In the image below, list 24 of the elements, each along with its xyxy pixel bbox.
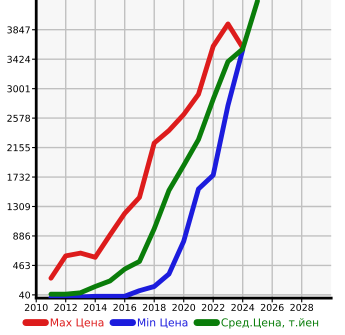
y-tick-label: 1732	[8, 174, 30, 181]
x-tick-label: 2024	[231, 304, 254, 312]
legend-label: Max Цена	[50, 318, 104, 328]
y-tick-label: 3847	[7, 26, 30, 34]
x-tick-label: 2014	[84, 304, 107, 312]
y-tick-label: 886	[13, 232, 30, 240]
x-tick-label: 2022	[202, 304, 224, 312]
x-tick-label: 2018	[142, 304, 166, 312]
x-tick-label: 2028	[290, 304, 314, 312]
x-tick-label: 2016	[113, 304, 136, 312]
x-tick-label: 2026	[260, 304, 284, 312]
x-tick-label: 2010	[24, 304, 48, 312]
legend-label: Сред.Цена, т.йен	[221, 318, 318, 329]
x-tick-label: 2012	[54, 304, 77, 312]
line-series	[48, 0, 260, 297]
y-tick-label: 3424	[7, 56, 30, 63]
y-tick-label: 3001	[7, 85, 30, 92]
y-tick-label: 2578	[7, 114, 30, 122]
x-tick-label: 2020	[172, 304, 196, 312]
y-tick-label: 1309	[8, 203, 30, 210]
y-tick-label: 463	[13, 262, 30, 270]
legend-label: Min Цена	[138, 318, 188, 328]
y-tick-label: 2155	[7, 144, 30, 152]
y-tick-label: 40	[19, 291, 30, 299]
